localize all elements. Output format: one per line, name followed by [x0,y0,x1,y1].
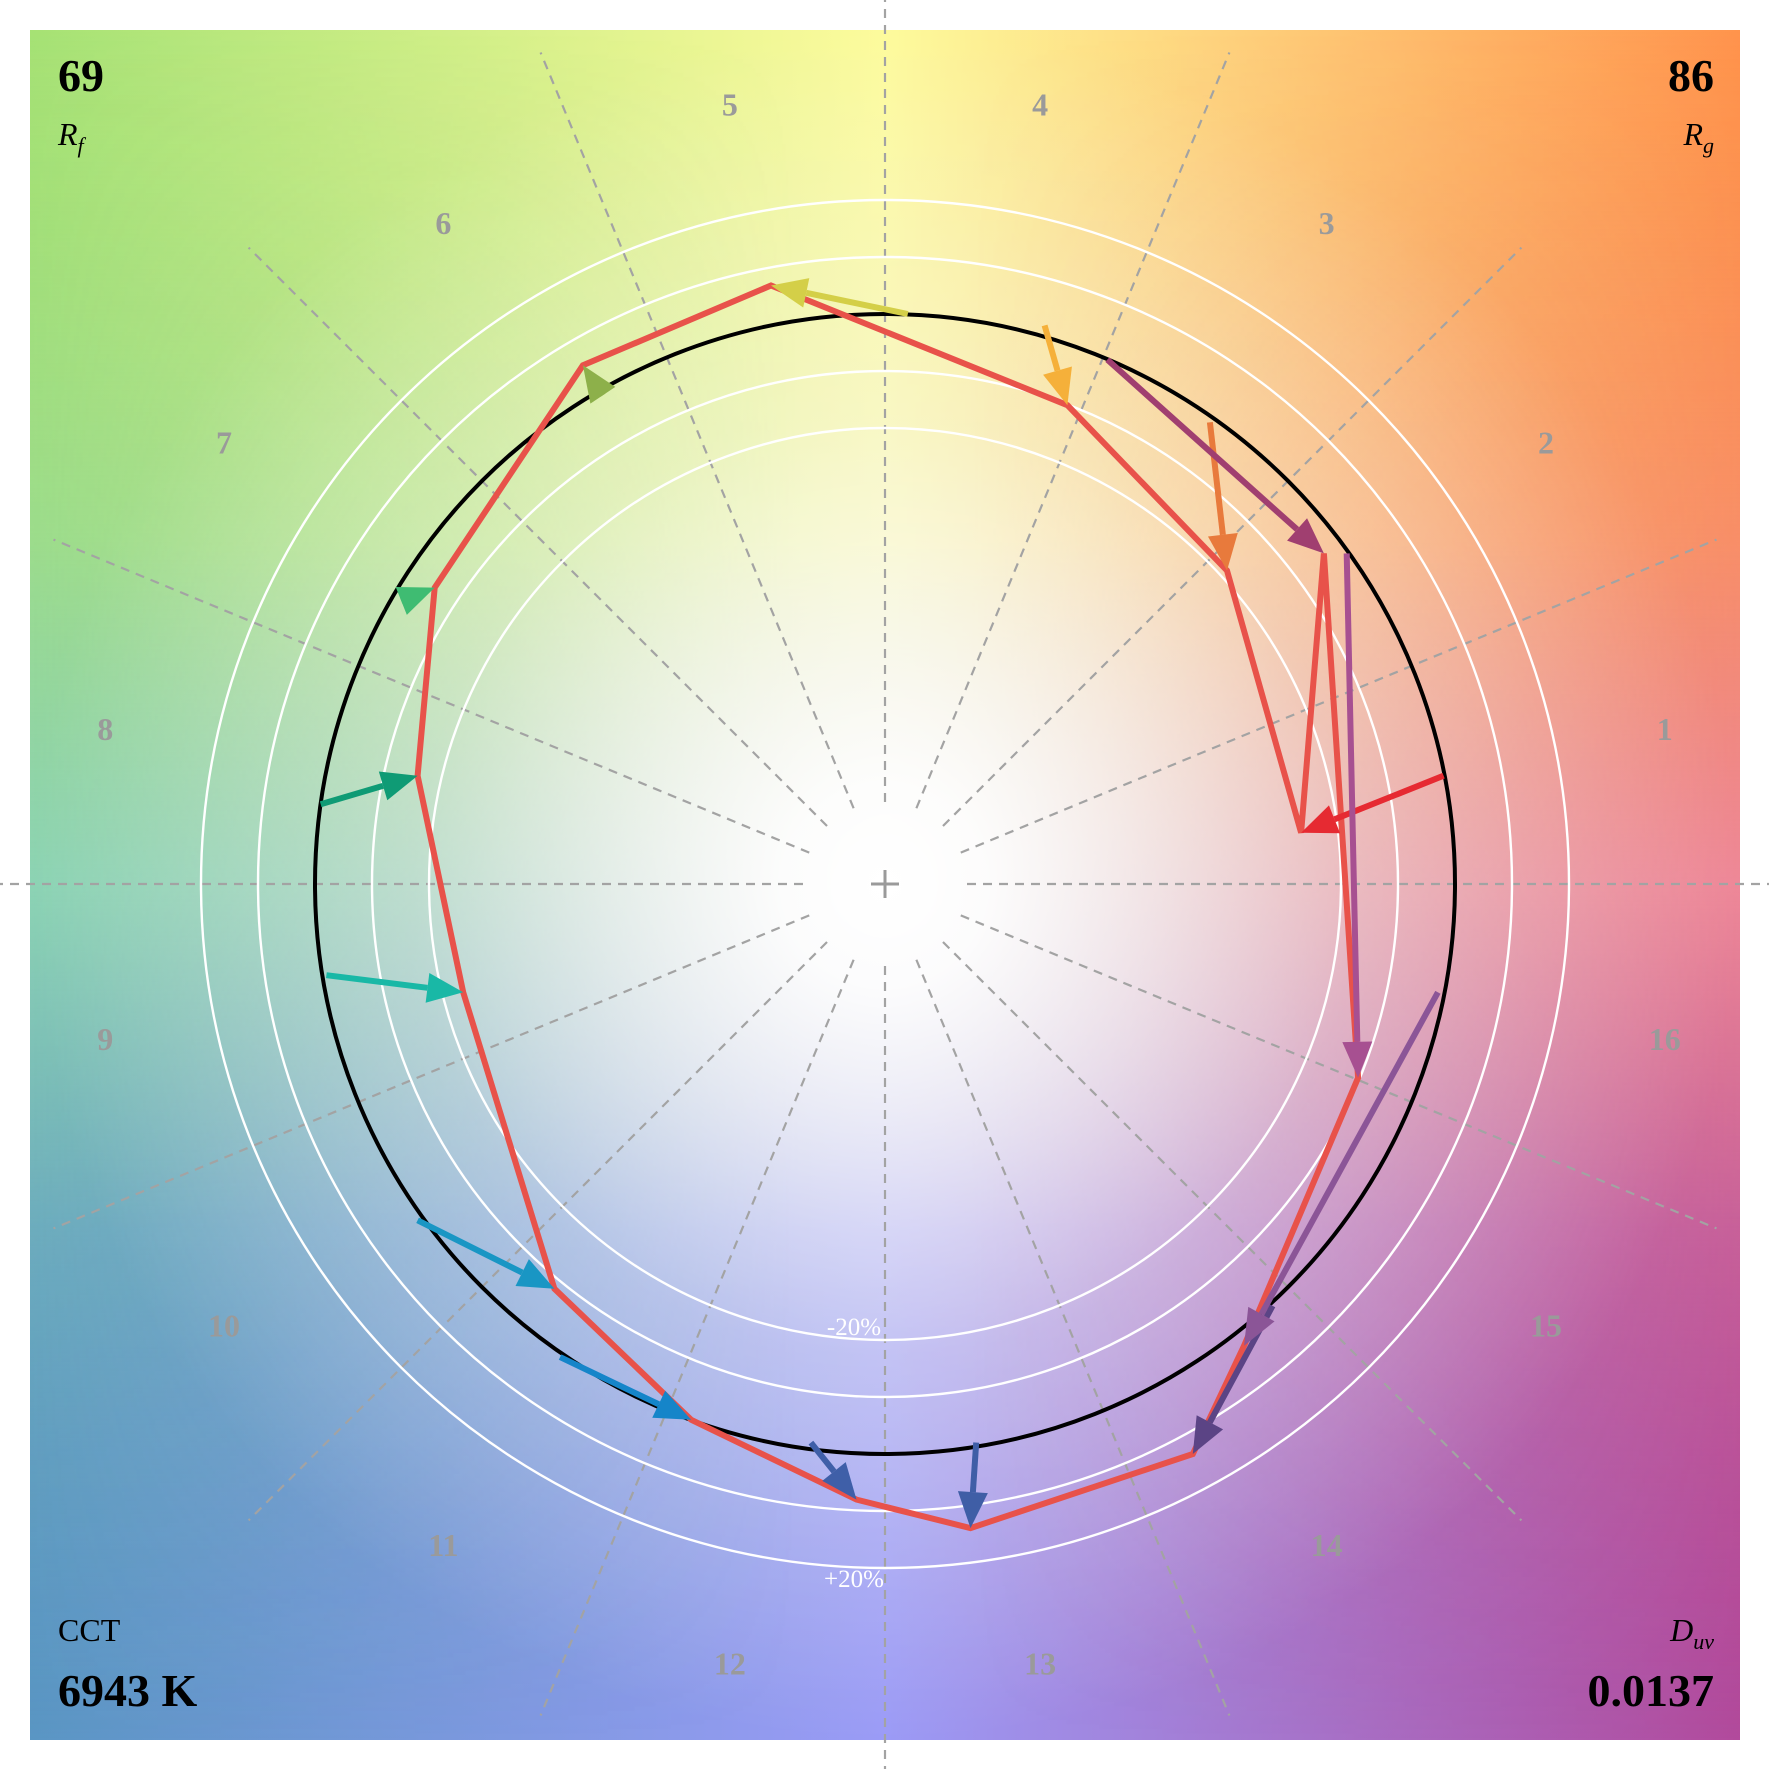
arrow-shaft [1105,357,1300,532]
percent-ring [370,369,1400,1399]
arrow-head [395,587,435,615]
hue-divider-line [960,914,1717,1230]
arrow-head [515,1259,555,1289]
arrow-head [822,1462,857,1500]
hue-divider-line [915,959,1231,1716]
hue-bin-label: 12 [714,1646,746,1682]
arrow-head [582,365,616,404]
rg-label-main: R [1682,116,1703,152]
rg-value: 86 [1668,50,1714,101]
hue-bin-label: 1 [1657,711,1673,747]
hue-divider-line [915,52,1231,809]
hue-bin-label: 5 [722,86,738,122]
duv-label-sub: uv [1693,1629,1714,1654]
arrow-head [1207,533,1238,571]
duv-value: 0.0137 [1588,1665,1715,1716]
hue-shift-arrow [957,1442,988,1529]
arrow-head [957,1491,988,1529]
hue-shift-arrow [319,771,418,808]
hue-bin-label: 7 [216,424,232,460]
reference-circle-group [313,312,1457,1456]
arrow-shaft [1258,990,1441,1316]
hue-divider-line [539,52,855,809]
ring-label-minus-20: -20% [827,1314,881,1341]
rg-label: Rg [1682,116,1714,158]
arrow-head [1301,805,1341,834]
reference-circle [313,312,1457,1456]
arrow-head [652,1390,692,1420]
hue-divider-line [53,538,810,854]
arrow-shaft [416,1217,524,1276]
arrow-shaft [805,289,909,317]
rf-label-main: R [57,116,78,152]
rf-value: 69 [58,50,104,101]
percent-ring [256,255,1514,1513]
hue-bin-label: 4 [1032,86,1048,122]
hue-shift-arrow [1206,421,1238,571]
arrow-head [771,278,810,308]
hue-shift-arrow [395,587,435,615]
hue-shift-arrow [558,1354,692,1420]
hue-divider-line [960,538,1717,854]
arrow-shaft [558,1354,661,1407]
center-cross [871,870,899,898]
hue-divider-line [53,914,810,1230]
rf-label-sub: f [78,133,87,158]
hue-shift-arrow [808,1440,857,1500]
hue-bin-label: 8 [97,711,113,747]
hue-shift-arrow [582,365,616,404]
arrow-shaft [969,1442,980,1493]
arrow-head [1192,1415,1224,1454]
hue-bin-label: 16 [1649,1021,1681,1057]
hue-bin-label: 6 [435,205,451,241]
ring-labels: -20% +20% [824,1314,884,1593]
cct-label: CCT [58,1612,121,1648]
hue-bin-label: 11 [428,1527,458,1563]
ring-label-plus-20: +20% [824,1566,884,1593]
duv-label-main: D [1669,1612,1693,1648]
hue-shift-arrow [1342,553,1373,1078]
arrow-shaft [326,972,428,991]
percent-ring [199,198,1571,1570]
hue-shift-arrow [1041,324,1072,406]
arrow-head [1043,366,1072,406]
hue-bin-label: 9 [97,1021,113,1057]
arrow-head [425,972,464,1003]
rg-label-sub: g [1703,133,1714,158]
hue-bin-label: 3 [1319,205,1335,241]
arrow-shaft [1343,553,1361,1042]
percent-ring [427,426,1343,1342]
hue-shift-arrow [1105,357,1324,554]
hue-shift-arrows [319,278,1445,1529]
arrow-shaft [808,1440,837,1474]
arrow-head [1287,518,1324,554]
arrow-head [1342,1041,1373,1078]
arrow-head [378,771,418,801]
hue-divider-line [539,959,855,1716]
hue-bin-label: 10 [208,1308,240,1344]
corner-metrics: 69 Rf 86 Rg CCT 6943 K Duv 0.0137 [57,50,1714,1716]
arrow-shaft [1206,421,1226,536]
arrow-shaft [319,782,384,808]
hue-bin-label: 2 [1538,424,1554,460]
hue-divider-line [247,246,828,827]
hue-shift-arrow [326,972,464,1003]
arrow-shaft [1041,324,1061,372]
hue-bin-label: 13 [1024,1646,1056,1682]
hue-shift-arrow [416,1217,555,1289]
hue-bin-label: 14 [1311,1527,1343,1563]
cct-value: 6943 K [58,1665,198,1716]
hue-shift-arrow [771,278,909,317]
percent-rings [199,198,1571,1570]
hue-divider-line [942,941,1523,1522]
hue-bin-label: 15 [1530,1308,1562,1344]
rf-label: Rf [57,116,87,158]
arrow-head [1244,1306,1275,1346]
hue-shift-arrow [1244,990,1441,1346]
duv-label: Duv [1669,1612,1714,1654]
